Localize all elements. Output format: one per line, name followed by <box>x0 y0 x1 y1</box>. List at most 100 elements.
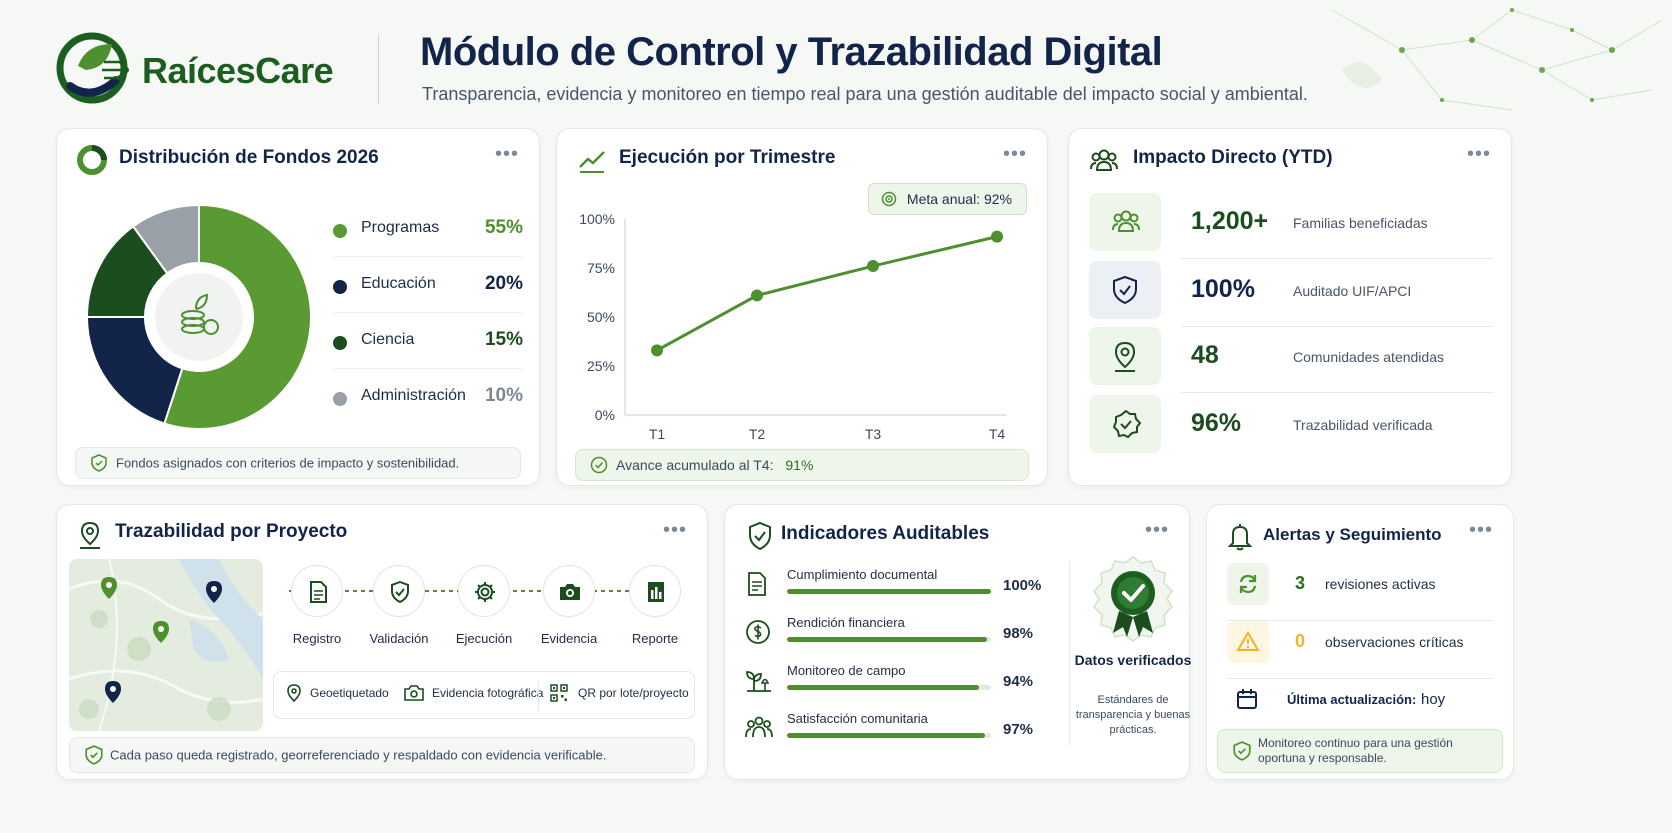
data-point[interactable] <box>751 289 763 302</box>
alerts-menu-button[interactable]: ••• <box>1468 519 1493 541</box>
donut-slice-programas[interactable] <box>163 203 311 430</box>
execution-menu-button[interactable]: ••• <box>1002 143 1027 165</box>
users-icon <box>1112 210 1140 232</box>
step-registro[interactable]: Registro <box>267 565 367 646</box>
indicator-bar-fill <box>787 637 987 642</box>
features-divider <box>538 682 539 710</box>
indicator-value: 94% <box>1003 673 1034 690</box>
step-validacion[interactable]: Validación <box>349 565 449 646</box>
data-point[interactable] <box>991 230 1003 243</box>
divider <box>1227 678 1493 679</box>
execution-footer-text: Avance acumulado al T4: 91% <box>616 457 813 473</box>
map-pin-icon <box>80 521 100 549</box>
divider <box>1227 620 1493 621</box>
legend-label: Programas <box>361 219 440 236</box>
verified-seal-icon <box>1093 556 1173 642</box>
accumulated-value: 91% <box>785 457 814 473</box>
divider <box>1181 258 1493 259</box>
traceability-card: Trazabilidad por Proyecto ••• Registro V… <box>56 504 708 780</box>
indicator-bar <box>787 637 991 642</box>
project-map[interactable] <box>69 559 263 731</box>
indicator-label: Cumplimiento documental <box>787 567 938 582</box>
alert-count: 3 <box>1295 573 1306 593</box>
legend-item-programas: Programas 55% <box>333 201 523 257</box>
impact-value: 96% <box>1191 409 1242 437</box>
funds-card: Distribución de Fondos 2026 ••• Programa… <box>56 128 540 486</box>
plant-icon <box>746 671 771 692</box>
indicators-menu-button[interactable]: ••• <box>1144 519 1169 541</box>
indicator-value: 98% <box>1003 625 1034 642</box>
x-tick-label: T2 <box>749 426 766 442</box>
verified-subtitle: Estándares de transparencia y buenas prá… <box>1075 694 1191 736</box>
impact-menu-button[interactable]: ••• <box>1466 143 1491 165</box>
alert-label: revisiones activas <box>1325 576 1436 592</box>
shield-check-icon <box>749 521 771 551</box>
legend-label: Educación <box>361 275 436 292</box>
divider <box>1181 392 1493 393</box>
step-circle[interactable] <box>543 565 595 617</box>
impact-label: Comunidades atendidas <box>1293 349 1444 365</box>
shield-check-icon <box>85 745 103 765</box>
alerts-note-text: Monitoreo continuo para una gestión opor… <box>1258 736 1453 765</box>
x-tick-label: T1 <box>649 426 666 442</box>
document-icon <box>748 572 766 596</box>
header-divider <box>378 34 379 104</box>
shield-check-icon <box>391 580 409 604</box>
step-circle[interactable] <box>629 565 681 617</box>
indicator-bar-fill <box>787 685 979 690</box>
alert-label: observaciones críticas <box>1325 634 1464 650</box>
funds-donut-chart <box>87 203 311 430</box>
legend-dot <box>333 392 347 406</box>
impact-icon-box <box>1089 395 1161 453</box>
document-icon <box>310 581 327 603</box>
page-subtitle: Transparencia, evidencia y monitoreo en … <box>422 84 1308 104</box>
data-point[interactable] <box>867 260 879 273</box>
alert-row-critical[interactable]: 0 observaciones críticas <box>1227 621 1493 679</box>
camera-icon <box>560 584 580 600</box>
shield-check-icon <box>91 454 107 472</box>
step-evidencia[interactable]: Evidencia <box>519 565 619 646</box>
alert-icon-box <box>1227 563 1269 605</box>
traceability-menu-button[interactable]: ••• <box>662 519 687 541</box>
divider <box>1181 326 1493 327</box>
y-tick-label: 0% <box>595 407 615 423</box>
funds-menu-button[interactable]: ••• <box>494 143 519 165</box>
legend-label: Administración <box>361 387 466 404</box>
community-icon <box>745 716 773 738</box>
impact-icon-box <box>1089 261 1161 319</box>
bell-icon <box>1227 524 1253 551</box>
legend-item-administracion: Administración 10% <box>333 369 523 425</box>
step-label: Evidencia <box>540 631 598 646</box>
step-circle[interactable] <box>291 565 343 617</box>
legend-item-educacion: Educación 20% <box>333 257 523 313</box>
step-ejecucion[interactable]: Ejecución <box>434 565 534 646</box>
impact-title: Impacto Directo (YTD) <box>1133 147 1333 168</box>
step-label: Reporte <box>631 631 679 646</box>
badge-check-icon <box>1112 409 1142 439</box>
dollar-circle-icon <box>746 620 770 644</box>
step-reporte[interactable]: Reporte <box>605 565 705 646</box>
donut-slice-administración[interactable] <box>131 203 200 275</box>
warning-icon <box>1236 631 1260 651</box>
map-pin-icon <box>287 684 301 702</box>
legend-value: 10% <box>484 385 523 406</box>
indicators-card: Indicadores Auditables ••• Cumplimiento … <box>724 504 1191 780</box>
step-circle[interactable] <box>458 565 510 617</box>
x-tick-label: T3 <box>865 426 882 442</box>
execution-line-chart: 0% 25% 50% 75% 100% T1 T2 T3 T4 <box>579 211 1007 442</box>
coins-plant-icon <box>181 293 219 335</box>
data-point[interactable] <box>651 344 663 357</box>
y-tick-label: 50% <box>587 309 615 325</box>
step-circle[interactable] <box>373 565 425 617</box>
y-tick-label: 25% <box>587 358 615 374</box>
legend-dot <box>333 224 347 238</box>
feature-label: Geoetiquetado <box>310 686 389 700</box>
accumulated-label: Avance acumulado al T4: <box>616 457 774 473</box>
indicator-label: Monitoreo de campo <box>787 663 906 678</box>
feature-label: Evidencia fotográfica <box>432 686 544 700</box>
alert-row-reviews[interactable]: 3 revisiones activas <box>1227 563 1493 621</box>
indicator-value: 100% <box>1003 577 1042 594</box>
gear-icon <box>475 582 495 602</box>
impact-row-communities: 48 Comunidades atendidas <box>1089 327 1493 393</box>
feature-qr: QR por lote/proyecto <box>550 684 689 702</box>
